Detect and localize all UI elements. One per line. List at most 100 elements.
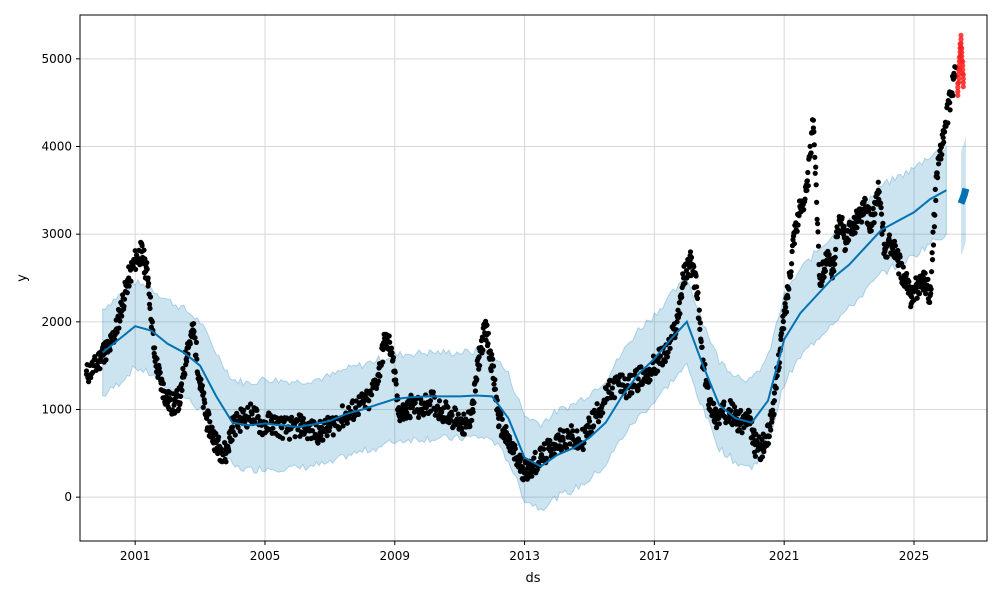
y-tick-label: 0 bbox=[64, 490, 72, 504]
observed-point bbox=[611, 395, 618, 401]
observed-point bbox=[509, 446, 515, 452]
observed-point bbox=[488, 368, 494, 374]
observed-point bbox=[375, 371, 382, 377]
observed-point bbox=[655, 368, 661, 374]
observed-point bbox=[187, 341, 193, 347]
observed-point bbox=[773, 385, 779, 391]
observed-point bbox=[693, 273, 699, 279]
observed-point bbox=[452, 406, 459, 412]
observed-point bbox=[574, 428, 580, 434]
observed-point bbox=[945, 120, 951, 126]
observed-point bbox=[929, 257, 936, 263]
observed-point bbox=[859, 219, 865, 225]
observed-point bbox=[93, 363, 99, 369]
observed-point bbox=[852, 230, 858, 236]
observed-point bbox=[895, 257, 901, 264]
observed-point bbox=[695, 290, 701, 296]
observed-point bbox=[788, 269, 794, 275]
observed-point bbox=[369, 392, 375, 398]
x-tick-label: 2025 bbox=[899, 549, 930, 563]
observed-point bbox=[408, 402, 414, 408]
observed-point bbox=[492, 386, 498, 392]
observed-point bbox=[455, 411, 461, 417]
observed-point bbox=[182, 372, 188, 378]
observed-point bbox=[353, 405, 359, 411]
x-tick-label: 2005 bbox=[250, 549, 281, 563]
outlier-point bbox=[956, 71, 962, 77]
observed-point bbox=[570, 428, 576, 434]
observed-point bbox=[930, 242, 937, 248]
observed-point bbox=[437, 406, 443, 413]
observed-point bbox=[843, 240, 849, 246]
observed-point bbox=[289, 414, 295, 420]
observed-point bbox=[193, 339, 199, 345]
observed-point bbox=[146, 280, 152, 286]
observed-point bbox=[340, 423, 346, 429]
observed-point bbox=[353, 398, 359, 404]
observed-point bbox=[489, 363, 495, 369]
observed-point bbox=[664, 354, 671, 360]
observed-point bbox=[113, 328, 119, 334]
observed-point bbox=[680, 271, 686, 277]
observed-point bbox=[557, 437, 563, 443]
observed-point bbox=[591, 423, 597, 429]
observed-point bbox=[463, 424, 469, 430]
observed-point bbox=[457, 420, 463, 426]
observed-point bbox=[923, 291, 929, 297]
observed-point bbox=[708, 408, 715, 414]
observed-point bbox=[930, 229, 936, 235]
observed-point bbox=[716, 421, 722, 427]
observed-point bbox=[815, 243, 822, 249]
observed-point bbox=[805, 183, 811, 189]
observed-point bbox=[427, 408, 434, 414]
outlier-point bbox=[959, 53, 965, 60]
x-tick-label: 2017 bbox=[639, 549, 670, 563]
observed-point bbox=[706, 402, 712, 408]
observed-point bbox=[935, 175, 941, 181]
observed-point bbox=[133, 266, 139, 272]
outlier-point bbox=[960, 67, 966, 73]
observed-point bbox=[697, 326, 703, 332]
observed-point bbox=[927, 299, 933, 305]
observed-point bbox=[697, 320, 703, 326]
observed-point bbox=[698, 338, 704, 345]
observed-point bbox=[842, 247, 849, 253]
observed-point bbox=[950, 92, 956, 98]
observed-point bbox=[896, 271, 902, 277]
observed-point bbox=[547, 438, 553, 444]
observed-point bbox=[687, 257, 693, 264]
observed-point bbox=[165, 398, 171, 404]
observed-point bbox=[232, 432, 238, 438]
observed-point bbox=[184, 345, 190, 351]
observed-point bbox=[596, 406, 602, 413]
observed-point bbox=[392, 369, 398, 375]
observed-point bbox=[705, 384, 711, 390]
y-axis-label: y bbox=[15, 274, 30, 282]
observed-point bbox=[580, 446, 586, 453]
observed-point bbox=[880, 220, 886, 226]
observed-point bbox=[813, 164, 819, 170]
observed-point bbox=[884, 254, 890, 260]
observed-point bbox=[149, 319, 155, 325]
observed-point bbox=[156, 365, 162, 371]
observed-point bbox=[543, 455, 550, 461]
observed-point bbox=[841, 223, 847, 229]
observed-point bbox=[811, 129, 817, 135]
outlier-point bbox=[960, 80, 966, 86]
observed-point bbox=[788, 273, 794, 279]
observed-point bbox=[407, 415, 413, 421]
observed-point bbox=[856, 214, 862, 220]
observed-point bbox=[929, 269, 935, 275]
observed-point bbox=[738, 407, 744, 414]
observed-point bbox=[126, 283, 132, 289]
observed-point bbox=[202, 400, 208, 406]
observed-point bbox=[925, 276, 931, 282]
observed-point bbox=[489, 351, 495, 358]
observed-point bbox=[941, 139, 947, 145]
observed-point bbox=[694, 295, 701, 302]
observed-point bbox=[771, 398, 778, 404]
observed-point bbox=[647, 377, 653, 383]
observed-point bbox=[255, 413, 261, 420]
outlier-point bbox=[960, 63, 966, 69]
observed-point bbox=[418, 396, 424, 402]
